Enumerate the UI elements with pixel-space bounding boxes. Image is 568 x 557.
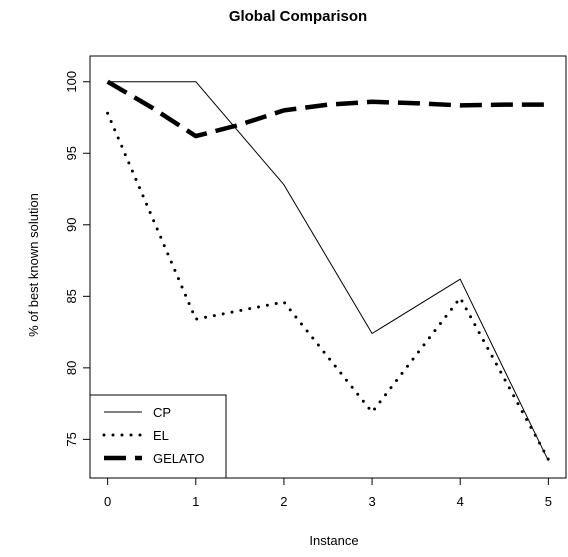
series-line-cp — [107, 81, 549, 462]
series-line-gelato — [106, 79, 549, 139]
legend-label-el: EL — [153, 428, 169, 443]
y-axis-label: % of best known solution — [26, 193, 41, 337]
plot-frame — [89, 55, 567, 479]
y-tick-label: 100 — [64, 71, 79, 93]
x-tick-label: 1 — [192, 494, 199, 509]
x-tick-label: 4 — [457, 494, 464, 509]
y-tick-label: 85 — [64, 289, 79, 303]
y-tick-label: 95 — [64, 146, 79, 160]
series-layer — [106, 79, 550, 462]
x-tick-label: 3 — [368, 494, 375, 509]
x-axis: 0 1 2 3 4 5 — [104, 478, 552, 509]
legend-label-gelato: GELATO — [153, 451, 205, 466]
x-tick-label: 5 — [545, 494, 552, 509]
legend-box — [89, 394, 227, 479]
legend: CP EL GELATO — [89, 394, 227, 479]
x-tick-label: 0 — [104, 494, 111, 509]
x-tick-label: 2 — [280, 494, 287, 509]
legend-label-cp: CP — [153, 405, 171, 420]
chart-title: Global Comparison — [229, 8, 367, 25]
series-line-el — [106, 111, 550, 461]
x-axis-label: Instance — [309, 533, 358, 548]
y-tick-label: 90 — [64, 218, 79, 232]
y-tick-label: 75 — [64, 432, 79, 446]
y-tick-label: 80 — [64, 361, 79, 375]
y-axis: 75 80 85 90 95 100 — [64, 71, 90, 447]
